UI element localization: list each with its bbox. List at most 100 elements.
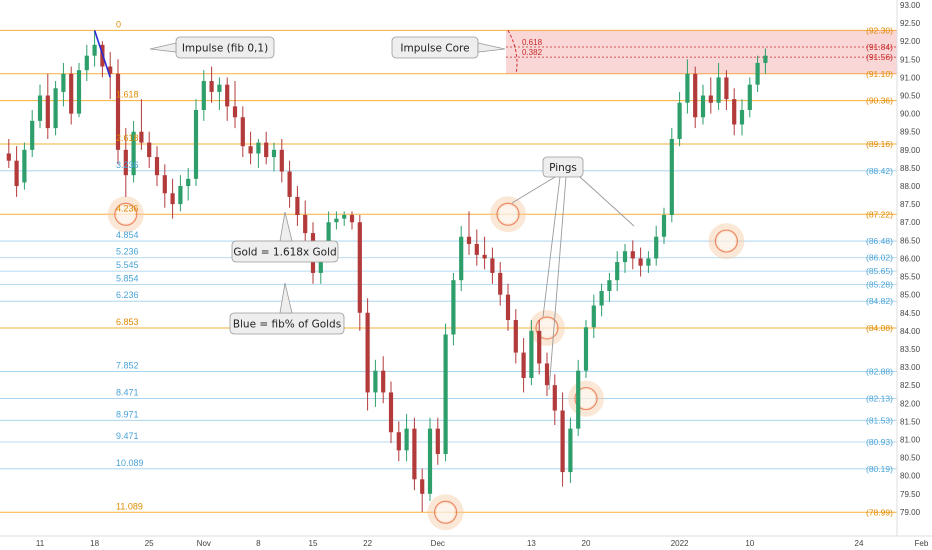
price-tick-label: 87.50 (900, 200, 921, 209)
date-tick-label: 22 (363, 539, 372, 548)
candle-body (599, 291, 604, 306)
price-tick-label: 81.50 (900, 417, 921, 426)
fib-price-label: (82.13) (866, 394, 893, 404)
fib-price-label: (90.36) (866, 96, 893, 106)
price-tick-label: 80.00 (900, 472, 921, 481)
candle-body (162, 175, 167, 194)
impulse-core-price: (91.56) (866, 52, 893, 62)
fib-ratio-label: 5.545 (116, 260, 139, 270)
price-tick-label: 84.00 (900, 327, 921, 336)
fib-price-label: (82.88) (866, 366, 893, 376)
candle-body (583, 327, 589, 371)
candle-body (225, 84, 230, 107)
fib-ratio-label: 2.618 (116, 133, 139, 143)
candle-body (108, 66, 113, 74)
price-tick-label: 87.00 (900, 218, 921, 227)
candle-body (357, 222, 362, 313)
fib-price-label: (86.02) (866, 253, 893, 263)
candle-body (45, 95, 50, 129)
price-tick-label: 85.50 (900, 273, 921, 282)
date-tick-label: 2022 (671, 539, 689, 548)
candle-body (349, 215, 355, 223)
candle-body (420, 479, 425, 494)
candle-body (576, 370, 581, 429)
candle-body (607, 280, 612, 292)
candle-body (248, 146, 253, 154)
candle-body (209, 81, 214, 92)
candle-body (303, 215, 308, 234)
candle-body (131, 131, 136, 176)
fib-price-label: (89.16) (866, 139, 893, 149)
candle-body (6, 153, 11, 161)
annotations: Impulse (fib 0,1) Impulse Core Pings Gold =… (93, 30, 635, 391)
pings-pointer-line (511, 176, 556, 204)
candle-body (201, 81, 206, 110)
candle-body (505, 294, 511, 320)
price-tick-label: 83.50 (900, 345, 921, 354)
time-axis: 11 18 25 Nov 8 15 22 Dec 13 20 2022 10 24 Feb (0, 535, 932, 548)
ping-marker-ring (535, 316, 559, 340)
fib-price-label: (88.42) (866, 166, 893, 176)
ping-marker-ring (434, 500, 458, 524)
impulse-core-band (506, 30, 897, 74)
pings-pointer-line (579, 176, 635, 227)
price-tick-label: 80.50 (900, 454, 921, 463)
fib-ratio-label: 5.236 (116, 247, 139, 257)
fib-price-label: (80.93) (866, 437, 893, 447)
impulse-core-zone: 0.618 (91.84) 0.382 (91.56) (506, 30, 897, 74)
candle-body (661, 215, 667, 237)
candle-body (154, 157, 160, 176)
candle-body (466, 236, 472, 244)
pings-callout-box (542, 156, 584, 178)
impulse-core-ratio: 0.618 (522, 38, 543, 47)
date-tick-label: 11 (36, 539, 45, 548)
price-tick-label: 82.00 (900, 399, 921, 408)
candle-body (365, 312, 370, 393)
price-tick-label: 86.50 (900, 236, 921, 245)
candle-body (14, 160, 19, 187)
candle-body (256, 142, 261, 154)
fib-price-labels: (92.30) (91.10) (90.36) (89.16) (88.42) (87.2… (866, 25, 893, 517)
candle-body (622, 251, 628, 263)
candle-body (232, 106, 238, 118)
fib-ratio-label: 3.236 (116, 160, 139, 170)
date-tick-label: 15 (309, 539, 318, 548)
candle-body (264, 142, 269, 158)
fib-price-label: (84.08) (866, 323, 893, 333)
candle-body (755, 62, 760, 85)
candle-body (474, 243, 479, 255)
candle-body (521, 352, 526, 378)
date-tick-label: 25 (145, 539, 154, 548)
fib-ratio-label: 8.971 (116, 409, 139, 419)
candle-body (342, 215, 347, 219)
candle-body (490, 258, 495, 273)
date-tick-label: 8 (256, 539, 261, 548)
candle-body (638, 258, 643, 266)
candle-body (295, 196, 300, 215)
candle-body (381, 370, 386, 393)
candle-body (115, 73, 121, 150)
price-tick-label: 86.00 (900, 254, 921, 263)
fib-ratio-label: 4.854 (116, 230, 139, 240)
fib-ratio-label: 11.089 (116, 501, 143, 511)
candle-body (186, 178, 191, 187)
candle-body (669, 138, 674, 215)
fib-level-lines (0, 29, 897, 513)
price-tick-label: 89.00 (900, 146, 921, 155)
candle-body (529, 330, 534, 378)
candle-body (178, 186, 183, 205)
impulse-core-callout-text: Impulse Core (400, 43, 469, 55)
impulse-core-price: (91.84) (866, 42, 893, 52)
candle-body (716, 77, 721, 103)
candle-body (76, 70, 82, 114)
candle-body (724, 77, 729, 100)
impulse-callout-text: Impulse (fib 0,1) (182, 43, 268, 55)
ping-marker-ring (114, 202, 138, 226)
fib-price-label: (78.99) (866, 507, 893, 517)
ping-marker-ring (714, 229, 739, 253)
candle-body (544, 363, 550, 386)
price-tick-label: 89.50 (900, 128, 921, 137)
price-tick-label: 84.50 (900, 309, 921, 318)
candle-body (708, 95, 713, 103)
